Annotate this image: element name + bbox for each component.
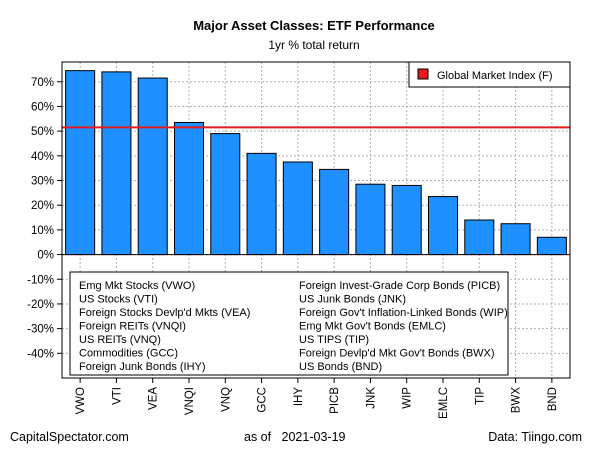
category-key-entry: Foreign REITs (VNQI) [79, 321, 186, 333]
category-key-entry: Foreign Invest-Grade Corp Bonds (PICB) [299, 280, 500, 292]
x-tick-label: BND [547, 387, 559, 411]
x-tick-label: GCC [257, 387, 269, 413]
bar-bwx [500, 223, 531, 256]
x-tick-label: VNQ [220, 387, 232, 412]
category-key-entry: Foreign Junk Bonds (IHY) [79, 361, 206, 373]
bar-picb [319, 168, 350, 256]
bar-tip [464, 219, 495, 256]
category-key-entry: Emg Mkt Stocks (VWO) [79, 280, 195, 292]
category-key-entry: Emg Mkt Gov't Bonds (EMLC) [299, 321, 446, 333]
y-tick-label: -20% [27, 299, 54, 311]
legend-swatch [417, 68, 429, 80]
y-tick-label: 60% [31, 101, 54, 113]
x-tick-label: VTI [111, 387, 123, 405]
category-key-entry: US REITs (VNQ) [79, 334, 161, 346]
chart-subtitle: 1yr % total return [268, 38, 359, 52]
category-key-entry: US Junk Bonds (JNK) [299, 294, 406, 306]
x-tick-label: WIP [402, 387, 414, 409]
category-key-entry: Foreign Devlp'd Mkt Gov't Bonds (BWX) [299, 348, 495, 360]
category-key: Emg Mkt Stocks (VWO)US Stocks (VTI)Forei… [69, 271, 509, 376]
bar-vnqi [173, 121, 205, 256]
category-key-entry: US Bonds (BND) [299, 361, 382, 373]
category-key-entry: US TIPS (TIP) [299, 334, 369, 346]
footer-source-left: CapitalSpectator.com [10, 430, 129, 444]
x-axis: VWO VTI VEA VNQI VNQ GCC IHY PICB JNK WIP EMLC TIP B… [75, 378, 559, 419]
footer-date: as of 2021-03-19 [244, 430, 345, 444]
bar-vwo [65, 70, 96, 256]
bar-vnq [210, 133, 241, 256]
footer-date-value: 2021-03-19 [281, 430, 346, 444]
y-axis: -40% -30% -20% -10% 0% 10% 20% 30% 40% 50% 60% 70% [27, 77, 62, 360]
category-key-entry: Foreign Gov't Inflation-Linked Bonds (WI… [299, 307, 508, 319]
x-tick-label: PICB [329, 387, 341, 414]
y-tick-label: -30% [27, 324, 54, 336]
y-tick-label: 50% [31, 126, 54, 138]
legend: Global Market Index (F) [408, 61, 571, 88]
y-tick-label: 10% [31, 225, 54, 237]
y-tick-label: 70% [31, 77, 54, 89]
footer-site: CapitalSpectator.com [10, 430, 129, 444]
bar-gcc [246, 152, 277, 256]
y-tick-label: 0% [37, 250, 54, 262]
bar-vti [101, 71, 132, 256]
footer-data-source: Data: Tiingo.com [488, 430, 582, 444]
x-tick-label: VNQI [184, 387, 196, 415]
footer-source-right: Data: Tiingo.com [488, 430, 582, 444]
bar-jnk [355, 183, 386, 256]
category-key-entry: Foreign Stocks Devlp'd Mkts (VEA) [79, 307, 250, 319]
footer-date-label: as of [244, 430, 272, 444]
x-tick-label: TIP [474, 387, 486, 405]
bar-emlc [427, 196, 459, 256]
bar-bnd [536, 236, 567, 256]
plot-frame [61, 61, 571, 379]
category-key-entry: Commodities (GCC) [79, 348, 178, 360]
category-key-box [69, 271, 509, 376]
y-tick-label: 30% [31, 176, 54, 188]
legend-box [408, 61, 571, 88]
y-tick-label: -10% [27, 274, 54, 286]
legend-label: Global Market Index (F) [437, 70, 553, 82]
x-tick-label: BWX [511, 387, 523, 414]
bar-ihy [282, 161, 313, 256]
x-tick-label: VEA [148, 387, 160, 410]
category-key-entry: US Stocks (VTI) [79, 294, 158, 306]
y-tick-label: 20% [31, 200, 54, 212]
x-tick-label: IHY [293, 387, 305, 407]
x-tick-label: JNK [365, 387, 377, 409]
bars [65, 70, 567, 256]
bar-vea [137, 77, 168, 256]
chart-title: Major Asset Classes: ETF Performance [193, 18, 435, 33]
bar-wip [391, 184, 422, 256]
x-tick-label: VWO [75, 387, 87, 415]
x-tick-label: EMLC [438, 387, 450, 419]
y-tick-label: -40% [27, 348, 54, 360]
y-tick-label: 40% [31, 151, 54, 163]
